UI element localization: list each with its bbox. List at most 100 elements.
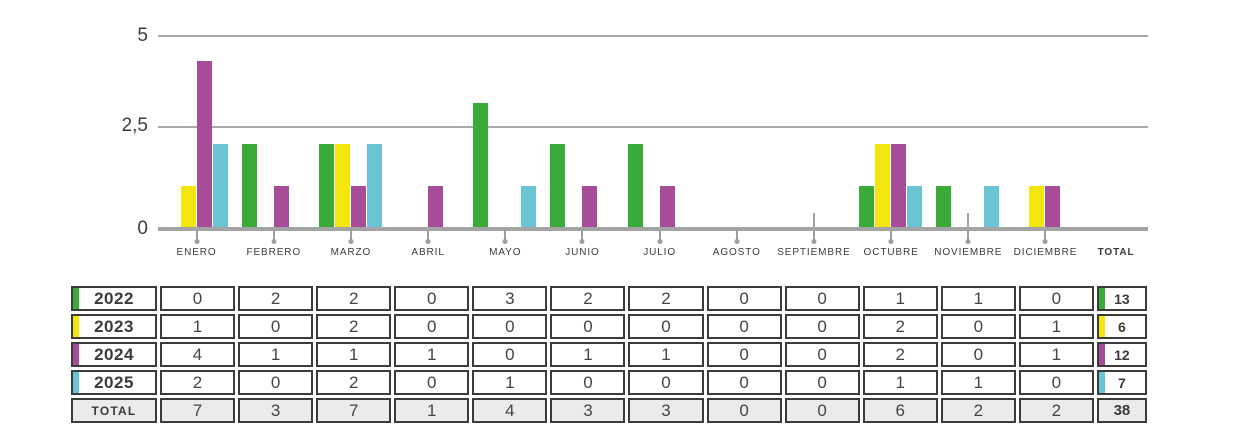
value-cell-2022-marzo: 2 bbox=[316, 286, 392, 311]
value-cell-2024-octubre: 2 bbox=[862, 342, 938, 367]
bar-slot-2022 bbox=[859, 185, 875, 227]
bar-slot-2022 bbox=[550, 144, 566, 227]
axis-tick-pin bbox=[1044, 231, 1047, 240]
value-cell-2024-diciembre: 1 bbox=[1018, 342, 1094, 367]
year-total-cell-2022: 13 bbox=[1096, 286, 1147, 311]
value-cell-2023-diciembre: 1 bbox=[1018, 314, 1094, 339]
totals-value-cell-mayo: 4 bbox=[472, 398, 548, 423]
bar-group bbox=[318, 144, 383, 227]
bar-group bbox=[859, 144, 923, 227]
bar-2024-diciembre bbox=[1045, 185, 1061, 227]
value-cell-2025-diciembre: 0 bbox=[1018, 370, 1094, 395]
bar-group bbox=[627, 144, 692, 227]
bar-2022-marzo bbox=[318, 144, 334, 227]
series-color-swatch bbox=[1098, 372, 1105, 393]
value-cell-2022-junio: 2 bbox=[550, 286, 626, 311]
year-total-cell-2023: 6 bbox=[1096, 314, 1147, 339]
value-cell-2025-junio: 0 bbox=[550, 370, 626, 395]
month-column-abril bbox=[390, 35, 467, 240]
series-color-swatch bbox=[73, 372, 79, 393]
bar-slot-2024 bbox=[1045, 185, 1061, 227]
bar-group bbox=[936, 185, 1000, 227]
bar-slot-2022 bbox=[473, 102, 489, 227]
year-label-cell-2023: 2023 bbox=[71, 314, 157, 339]
axis-tick-pin bbox=[735, 231, 738, 240]
bar-2023-octubre bbox=[875, 144, 891, 227]
bar-2025-enero bbox=[212, 144, 228, 227]
series-color-swatch bbox=[1098, 316, 1105, 337]
value-cell-2022-julio: 2 bbox=[628, 286, 704, 311]
tall-tick-mark bbox=[812, 213, 815, 227]
value-cell-2023-enero: 1 bbox=[160, 314, 236, 339]
value-cell-2022-enero: 0 bbox=[160, 286, 236, 311]
bar-group bbox=[241, 144, 306, 227]
gridline-2-5 bbox=[158, 126, 1148, 128]
value-cell-2023-mayo: 0 bbox=[472, 314, 548, 339]
bar-slot-2025 bbox=[521, 185, 537, 227]
series-color-swatch bbox=[73, 344, 79, 365]
bar-2025-noviembre bbox=[984, 185, 1000, 227]
value-cell-2025-agosto: 0 bbox=[706, 370, 782, 395]
value-cell-2025-febrero: 0 bbox=[238, 370, 314, 395]
y-axis-tick-label: 5 bbox=[137, 25, 148, 46]
value-cell-2024-abril: 1 bbox=[394, 342, 470, 367]
bar-slot-2024 bbox=[273, 185, 290, 227]
totals-value-cell-febrero: 3 bbox=[238, 398, 314, 423]
bar-2024-marzo bbox=[350, 185, 366, 227]
bar-2025-octubre bbox=[907, 185, 923, 227]
value-cell-2024-agosto: 0 bbox=[706, 342, 782, 367]
bar-2022-noviembre bbox=[936, 185, 952, 227]
totals-value-cell-agosto: 0 bbox=[706, 398, 782, 423]
month-label-abril: ABRIL bbox=[411, 247, 445, 258]
month-column-enero bbox=[158, 35, 235, 240]
bar-slot-2025 bbox=[366, 144, 383, 227]
axis-tick-pin bbox=[967, 231, 970, 240]
month-column-mayo bbox=[467, 35, 544, 240]
bar-2022-mayo bbox=[473, 102, 489, 227]
grand-total-cell: 38 bbox=[1096, 398, 1147, 423]
bar-2024-enero bbox=[196, 61, 212, 227]
value-cell-2022-mayo: 3 bbox=[472, 286, 548, 311]
month-column-julio bbox=[621, 35, 698, 240]
value-cell-2024-marzo: 1 bbox=[316, 342, 392, 367]
year-label-cell-2024: 2024 bbox=[71, 342, 157, 367]
year-label-cell-2022: 2022 bbox=[71, 286, 157, 311]
month-label-febrero: FEBRERO bbox=[246, 247, 302, 258]
plot-area bbox=[158, 35, 1148, 240]
value-cell-2023-noviembre: 0 bbox=[940, 314, 1016, 339]
year-label-cell-2025: 2025 bbox=[71, 370, 157, 395]
table-row-2022: 2022 0 2 2 0 3 2 2 0 0 1 1 0 13 bbox=[71, 286, 1147, 311]
value-cell-2024-enero: 4 bbox=[160, 342, 236, 367]
month-column-noviembre bbox=[930, 35, 1007, 240]
month-column-febrero bbox=[235, 35, 312, 240]
axis-tick-pin bbox=[581, 231, 584, 240]
bar-slot-2023 bbox=[180, 185, 197, 227]
value-cell-2023-agosto: 0 bbox=[706, 314, 782, 339]
bar-slot-2024 bbox=[582, 185, 598, 227]
bar-slot-2024 bbox=[428, 185, 444, 227]
axis-tick-pin bbox=[427, 231, 430, 240]
month-label-julio: JULIO bbox=[643, 247, 677, 258]
year-total-cell-2024: 12 bbox=[1096, 342, 1147, 367]
bar-slot-2025 bbox=[212, 144, 229, 227]
bar-2024-octubre bbox=[891, 144, 907, 227]
x-axis-line bbox=[158, 227, 1148, 231]
bar-2025-mayo bbox=[521, 185, 537, 227]
table-row-totals: TOTAL 7 3 7 1 4 3 3 0 0 6 2 2 38 bbox=[71, 398, 1147, 423]
value-cell-2024-noviembre: 0 bbox=[940, 342, 1016, 367]
value-cell-2022-octubre: 1 bbox=[862, 286, 938, 311]
value-cell-2025-mayo: 1 bbox=[472, 370, 548, 395]
month-label-junio: JUNIO bbox=[565, 247, 600, 258]
bar-2024-julio bbox=[659, 185, 675, 227]
month-column-diciembre bbox=[1007, 35, 1084, 240]
bar-2022-julio bbox=[627, 144, 643, 227]
bar-group bbox=[1013, 185, 1077, 227]
value-cell-2024-julio: 1 bbox=[628, 342, 704, 367]
value-cell-2024-febrero: 1 bbox=[238, 342, 314, 367]
bar-2024-febrero bbox=[273, 185, 289, 227]
value-cell-2023-julio: 0 bbox=[628, 314, 704, 339]
value-cell-2023-marzo: 2 bbox=[316, 314, 392, 339]
x-axis-labels: ENERO FEBRERO MARZO ABRIL MAYO JUNIO JULIO AGOS… bbox=[158, 247, 1148, 258]
value-cell-2023-octubre: 2 bbox=[862, 314, 938, 339]
month-label-diciembre: DICIEMBRE bbox=[1013, 247, 1078, 258]
